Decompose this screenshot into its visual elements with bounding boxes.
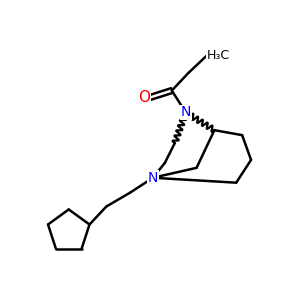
Text: N: N xyxy=(148,171,158,185)
Text: O: O xyxy=(138,90,150,105)
Text: H₃C: H₃C xyxy=(206,50,230,62)
Text: N: N xyxy=(181,105,191,119)
